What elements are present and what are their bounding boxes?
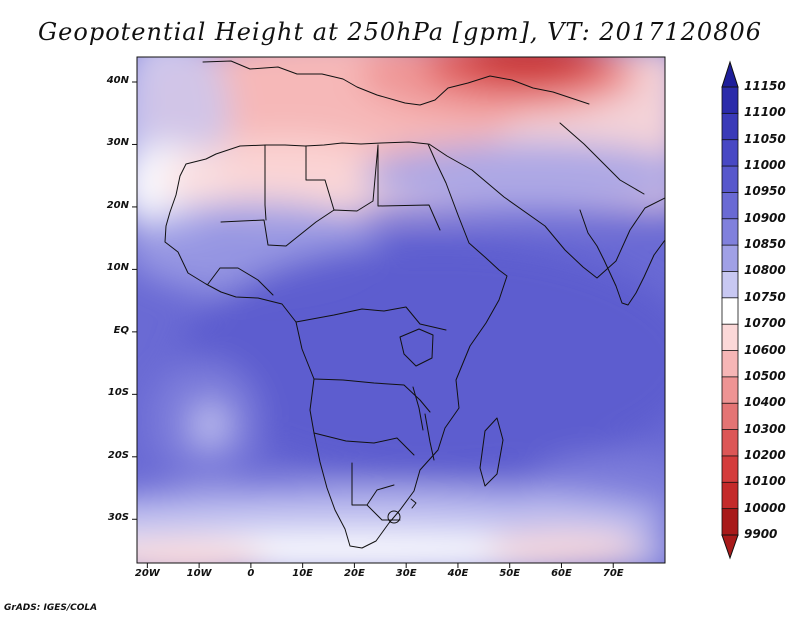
- legend-colorbar: [721, 60, 739, 560]
- longitude-label: 20W: [134, 568, 160, 579]
- africa-coastline: [164, 141, 508, 549]
- legend-level-label: 10850: [744, 237, 786, 252]
- legend-color-box: [721, 165, 739, 194]
- eswatini: [410, 498, 417, 509]
- legend-bottom-cap: [721, 534, 739, 560]
- axis-ticks: [132, 81, 614, 568]
- lake-malawi: [424, 413, 435, 461]
- legend-color-box: [721, 508, 739, 536]
- latitude-label: 10N: [106, 262, 129, 274]
- central-africa-borders-middle: [313, 378, 431, 413]
- latitude-label: 40N: [106, 74, 129, 86]
- legend-level-label: 10000: [744, 500, 786, 515]
- legend-colors: [721, 86, 739, 536]
- map-frame: [136, 56, 666, 564]
- west-africa-borders: [207, 267, 274, 296]
- legend-color-box: [721, 455, 739, 484]
- legend-level-label: 10900: [744, 210, 786, 225]
- latitude-label: 10S: [107, 387, 129, 399]
- legend-level-label: 10950: [744, 184, 786, 199]
- latitude-label: 30S: [107, 512, 129, 524]
- longitude-label: 20E: [344, 568, 365, 579]
- legend-color-box: [721, 112, 739, 141]
- legend-color-box: [721, 192, 739, 220]
- legend-level-label: 11050: [744, 131, 786, 146]
- legend-level-label: 10800: [744, 263, 786, 278]
- legend-level-label: 10300: [744, 421, 786, 436]
- longitude-label: 40E: [447, 568, 469, 579]
- field-equatorial-band: [180, 240, 665, 480]
- madagascar-coastline: [479, 417, 504, 487]
- field-atlantic-pocket: [192, 403, 228, 447]
- legend-level-label: 9900: [744, 527, 778, 541]
- legend-color-box: [721, 481, 739, 510]
- latitude-label: 20N: [106, 199, 129, 211]
- legend-color-box: [721, 297, 739, 326]
- legend-top-cap: [721, 60, 739, 88]
- field-dark-red-core: [466, 57, 590, 76]
- field-arabia-band: [360, 142, 665, 210]
- legend-color-box: [721, 429, 739, 457]
- latitude-label: 30N: [106, 137, 129, 149]
- page-title: Geopotential Height at 250hPa [gpm], VT:…: [38, 18, 762, 46]
- longitude-label: 10W: [186, 568, 212, 579]
- latitude-label: EQ: [113, 324, 129, 336]
- libya-border: [305, 145, 335, 211]
- latitude-label: 20S: [107, 449, 129, 461]
- field-south-west-warm: [137, 540, 265, 563]
- legend-level-label: 10750: [744, 289, 786, 304]
- legend-color-box: [721, 218, 739, 247]
- north-coastline: [202, 60, 590, 106]
- longitude-label: 0: [247, 568, 255, 579]
- legend-level-label: 11100: [744, 105, 786, 120]
- longitude-label: 70E: [602, 568, 624, 579]
- egypt-sudan-border: [377, 144, 441, 231]
- lesotho: [387, 510, 401, 524]
- lake-victoria: [399, 328, 434, 367]
- south-africa-border: [366, 504, 401, 521]
- coastlines-and-borders: [164, 60, 665, 549]
- legend-color-box: [721, 86, 739, 115]
- legend-level-label: 11150: [744, 79, 786, 93]
- longitude-label: 60E: [551, 568, 572, 579]
- legend-level-label: 11000: [744, 158, 786, 173]
- legend-color-box: [721, 323, 739, 352]
- legend-level-label: 10500: [744, 368, 786, 383]
- legend-color-box: [721, 139, 739, 167]
- lake-tanganyika: [412, 386, 424, 431]
- algeria-border: [264, 144, 267, 221]
- legend-color-box: [721, 402, 739, 431]
- arabia-coastline: [428, 143, 665, 279]
- central-africa-borders-north: [295, 306, 447, 331]
- credit-text: GrADS: IGES/COLA: [4, 603, 98, 613]
- field-south-east-warm: [485, 532, 645, 563]
- longitude-label: 10E: [292, 568, 314, 579]
- southern-africa-borders: [313, 432, 415, 456]
- legend-level-label: 10700: [744, 316, 786, 331]
- sahara-border: [220, 144, 379, 247]
- india-coastline: [579, 209, 665, 306]
- legend-color-box: [721, 350, 739, 378]
- iran-border: [559, 122, 645, 195]
- legend-color-box: [721, 376, 739, 405]
- legend-level-label: 10400: [744, 395, 786, 410]
- height-field: [137, 57, 665, 563]
- longitude-label: 30E: [395, 568, 417, 579]
- longitude-label: 50E: [499, 568, 521, 579]
- legend-level-label: 10600: [744, 342, 786, 357]
- legend-color-box: [721, 271, 739, 299]
- legend-color-box: [721, 244, 739, 273]
- legend-level-label: 10200: [744, 447, 786, 462]
- legend-level-label: 10100: [744, 474, 786, 489]
